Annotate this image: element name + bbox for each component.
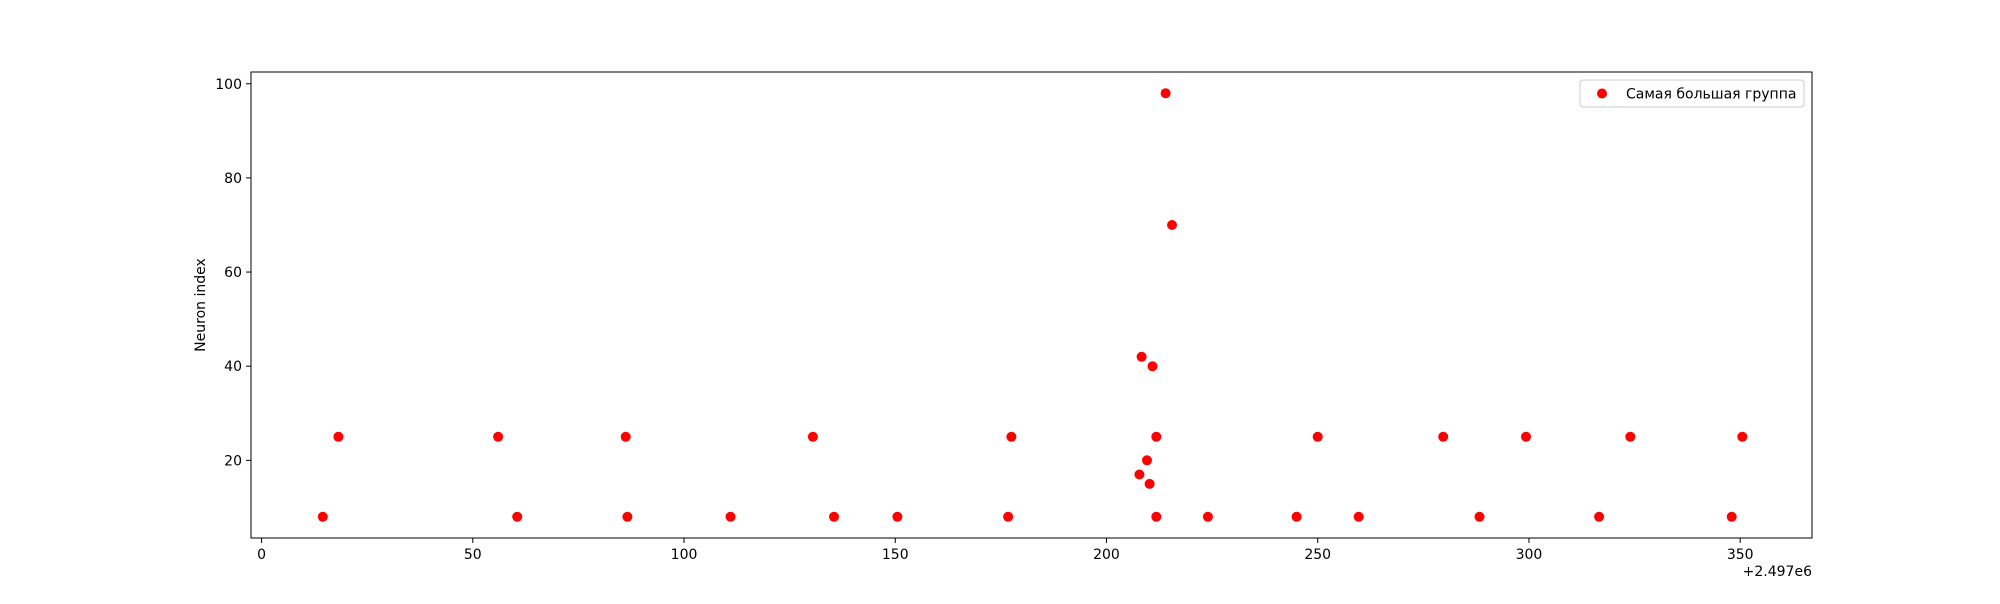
data-point <box>829 511 839 522</box>
data-point <box>725 511 736 522</box>
x-tick-label: 200 <box>1093 547 1120 563</box>
data-point <box>1291 511 1302 522</box>
data-point <box>1136 351 1147 362</box>
data-point <box>1151 431 1162 442</box>
y-tick-label: 60 <box>224 265 242 281</box>
x-tick-label: 300 <box>1516 547 1543 563</box>
points-layer <box>317 88 1748 522</box>
data-point <box>1160 88 1171 99</box>
data-point <box>1003 511 1014 522</box>
data-point <box>1474 511 1485 522</box>
data-point <box>1726 511 1737 522</box>
legend-box <box>1579 79 1805 108</box>
data-point <box>1006 431 1017 442</box>
y-tick-label: 20 <box>224 453 242 469</box>
x-tick-label: 150 <box>882 547 909 563</box>
data-point <box>622 511 633 522</box>
data-point <box>1142 455 1152 466</box>
data-point <box>1594 511 1605 522</box>
data-point <box>807 431 818 442</box>
y-axis-label: Neuron index <box>193 258 209 352</box>
data-point <box>512 511 523 522</box>
data-point <box>1737 431 1748 442</box>
legend: Самая большая группа <box>1579 79 1805 108</box>
data-point <box>1202 511 1213 522</box>
y-tick-label: 40 <box>224 359 242 375</box>
y-axis: 20 40 60 80 100 <box>215 77 251 469</box>
x-axis: 0 50 100 150 200 250 300 350 <box>257 538 1754 563</box>
x-tick-label: 0 <box>257 547 266 563</box>
x-tick-label: 50 <box>464 547 482 563</box>
x-tick-label: 350 <box>1727 547 1754 563</box>
x-axis-offset-label: +2.497e6 <box>1743 564 1812 580</box>
data-point <box>493 431 504 442</box>
data-point <box>1353 511 1364 522</box>
data-point <box>317 511 328 522</box>
data-point <box>1147 361 1158 372</box>
data-point <box>333 431 344 442</box>
data-point <box>1521 431 1531 442</box>
data-point <box>1144 478 1155 489</box>
data-point <box>1625 431 1636 442</box>
legend-marker <box>1597 88 1607 99</box>
y-tick-label: 80 <box>224 171 242 187</box>
plot-frame <box>250 71 1813 539</box>
data-point <box>1312 431 1323 442</box>
legend-label: Самая большая группа <box>1626 87 1796 103</box>
data-point <box>1151 511 1162 522</box>
x-tick-label: 250 <box>1304 547 1331 563</box>
x-tick-label: 100 <box>671 547 698 563</box>
data-point <box>1438 431 1449 442</box>
y-tick-label: 100 <box>215 77 242 93</box>
data-point <box>892 511 903 522</box>
data-point <box>1134 469 1145 480</box>
data-point <box>1167 220 1177 230</box>
data-point <box>620 431 631 442</box>
